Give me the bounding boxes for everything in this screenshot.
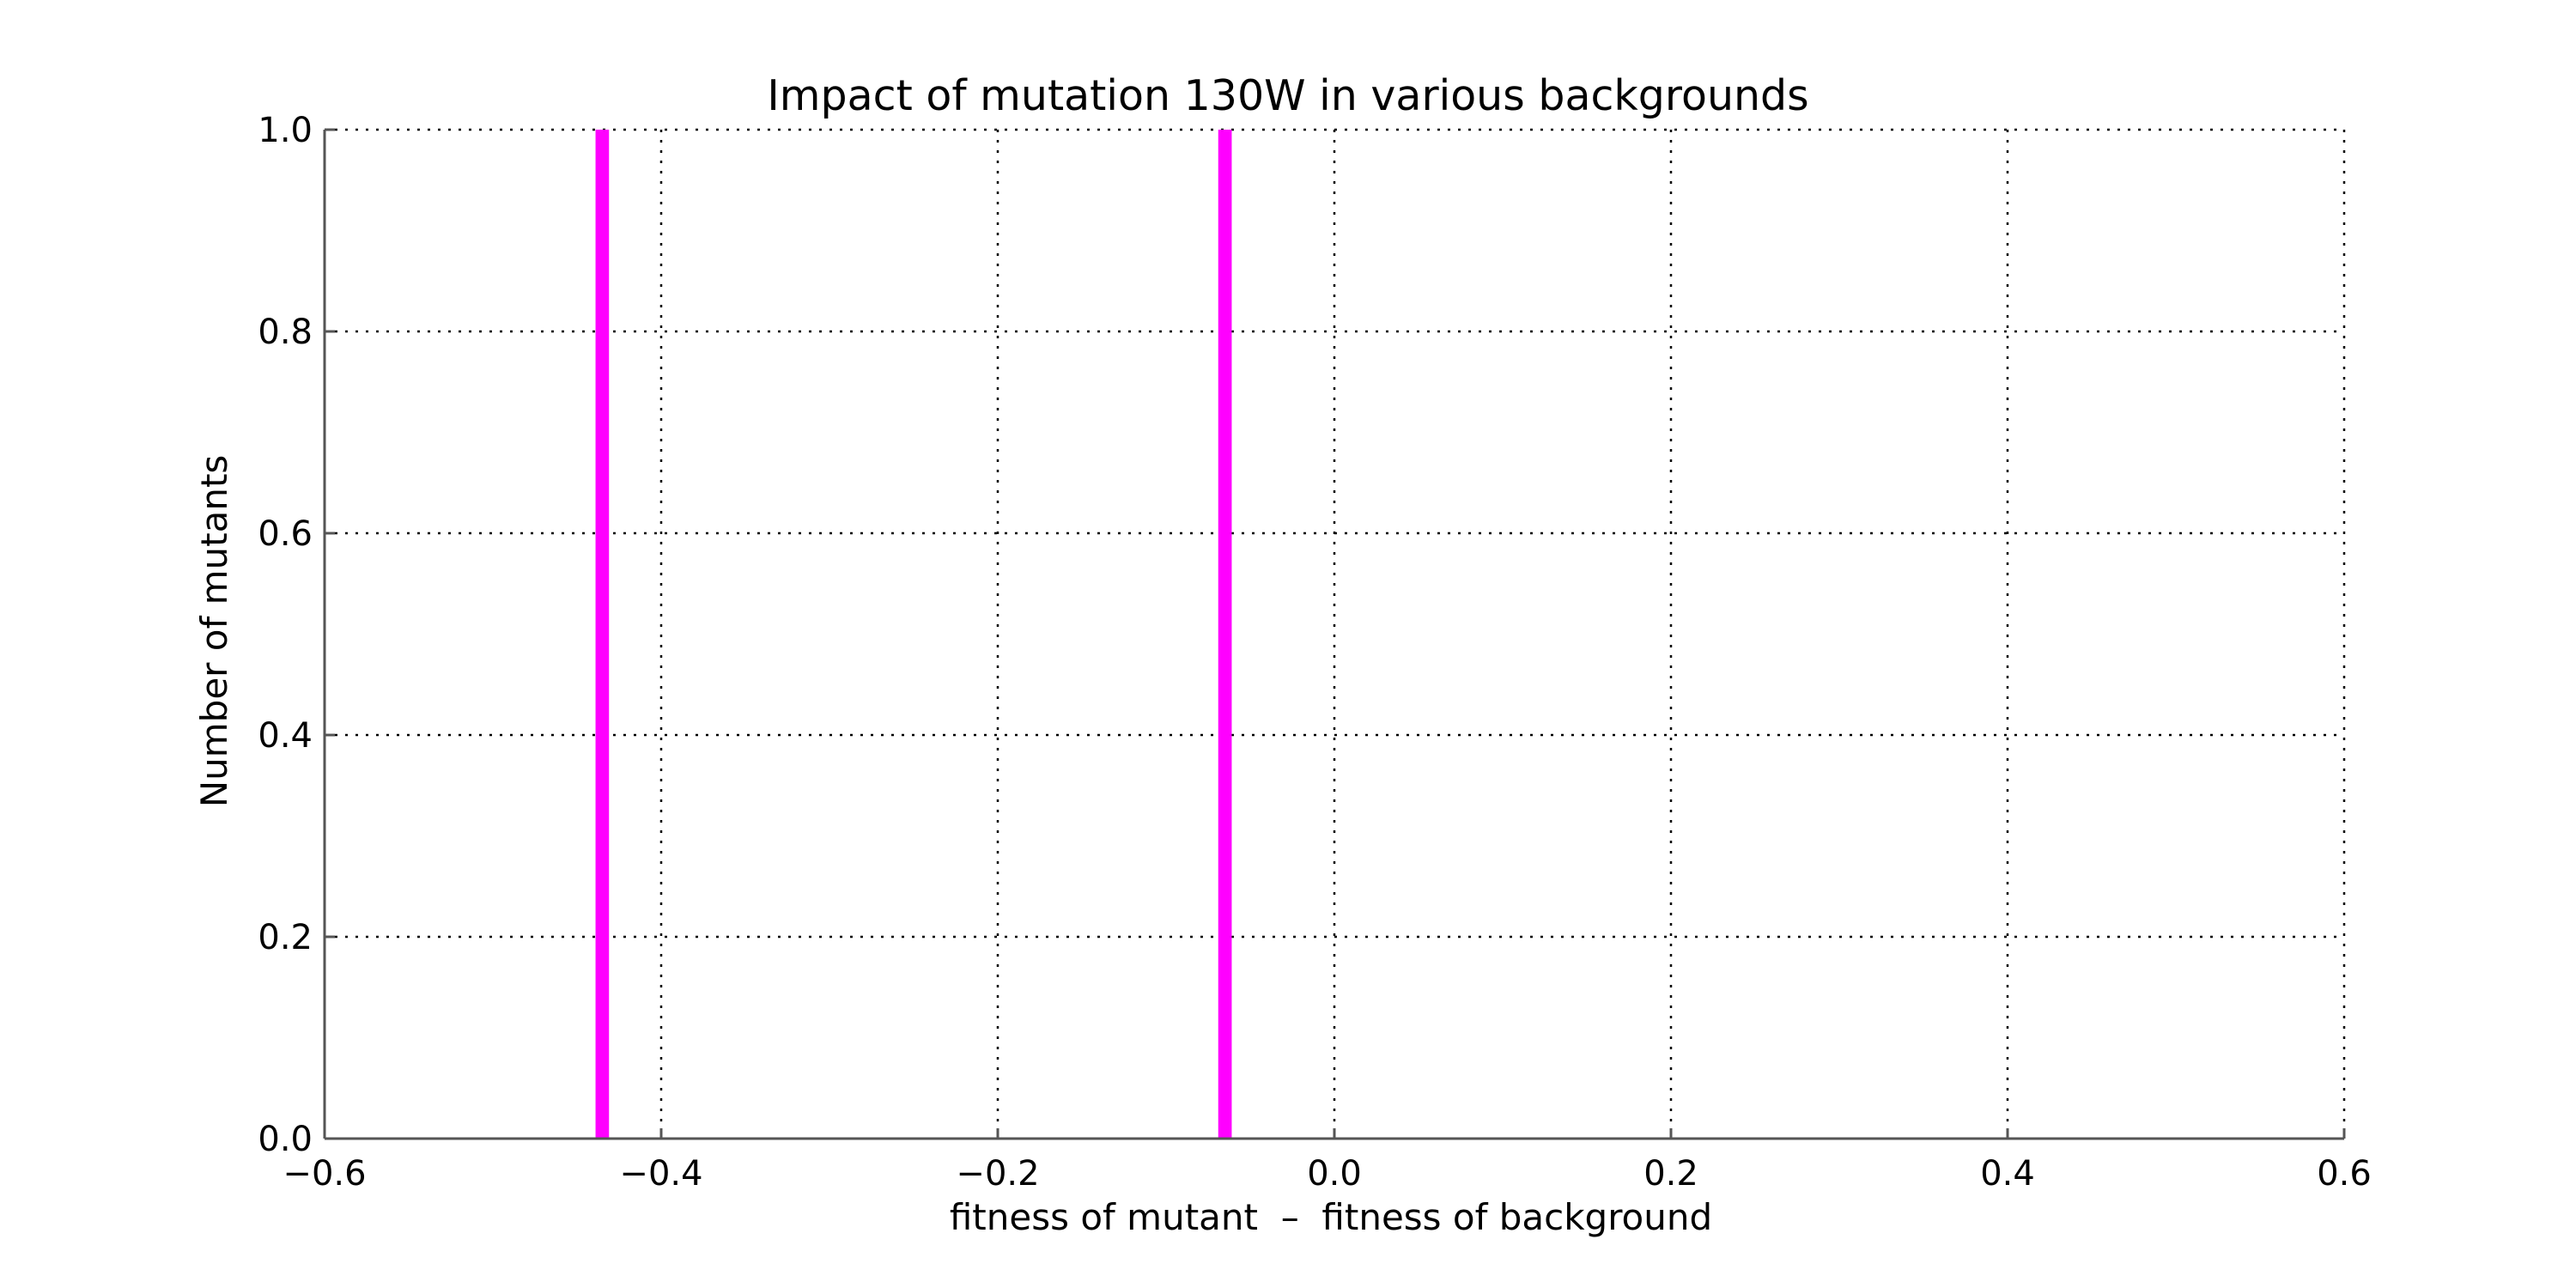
- y-tick-label: 0.6: [258, 514, 313, 554]
- grid-layer: [325, 128, 2346, 1139]
- x-tick-label: 0.0: [1307, 1154, 1362, 1194]
- y-tick-label: 1.0: [258, 111, 313, 150]
- x-tick-label: 0.6: [2317, 1154, 2372, 1194]
- ticks-layer: −0.6 −0.4 −0.2 0.0 0.2 0.4 0.6 0.0 0.2 0.4 0.6 0.8 1…: [258, 111, 2371, 1194]
- x-axis-label: fitness of mutant – fitness of backgroun…: [950, 1196, 1712, 1238]
- y-tick-label: 0.8: [258, 313, 313, 352]
- histogram-bar: [1218, 130, 1232, 1139]
- x-tick-label: −0.4: [619, 1154, 702, 1194]
- x-tick-label: −0.2: [956, 1154, 1039, 1194]
- x-tick-label: −0.6: [283, 1154, 366, 1194]
- y-tick-label: 0.2: [258, 918, 313, 957]
- x-tick-label: 0.2: [1643, 1154, 1698, 1194]
- y-axis-label: Number of mutants: [193, 455, 235, 808]
- x-tick-label: 0.4: [1980, 1154, 2035, 1194]
- y-tick-label: 0.0: [258, 1120, 313, 1159]
- chart-title: Impact of mutation 130W in various backg…: [767, 71, 1808, 120]
- y-tick-label: 0.4: [258, 716, 313, 756]
- histogram-bar: [595, 130, 610, 1139]
- bars-layer: [595, 130, 1232, 1139]
